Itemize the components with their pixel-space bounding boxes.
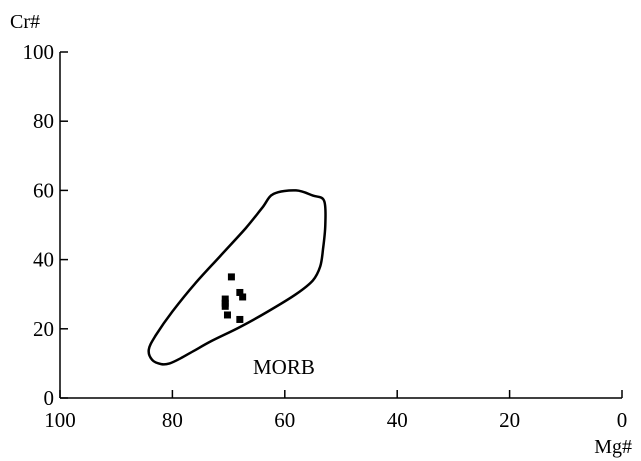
x-axis-ticks: 100 80 60 40 20 0	[44, 390, 627, 432]
morb-field-outline	[147, 189, 327, 366]
y-tick-label: 60	[33, 178, 54, 202]
data-point	[236, 288, 244, 296]
data-point	[223, 311, 231, 319]
data-point	[227, 273, 235, 281]
y-axis-ticks: 0 20 40 60 80 100	[23, 40, 68, 410]
axes: 100 80 60 40 20 0 0 20 40 60 80 100	[23, 40, 628, 432]
y-tick-label: 100	[23, 40, 55, 64]
x-tick-label: 60	[274, 408, 295, 432]
y-tick-label: 40	[33, 248, 54, 272]
y-tick-label: 0	[44, 386, 55, 410]
x-tick-label: 80	[162, 408, 183, 432]
y-tick-label: 80	[33, 109, 54, 133]
x-tick-label: 20	[499, 408, 520, 432]
data-point	[239, 293, 247, 301]
y-tick-label: 20	[33, 317, 54, 341]
morb-field-label: MORB	[253, 355, 315, 379]
data-point	[221, 302, 229, 310]
y-axis-label: Cr#	[10, 11, 40, 33]
x-tick-label: 40	[387, 408, 408, 432]
x-tick-label: 0	[617, 408, 628, 432]
data-point	[221, 295, 229, 303]
x-axis-label: Mg#	[594, 436, 632, 458]
data-point	[236, 315, 244, 323]
x-tick-label: 100	[44, 408, 76, 432]
data-points	[221, 273, 247, 323]
